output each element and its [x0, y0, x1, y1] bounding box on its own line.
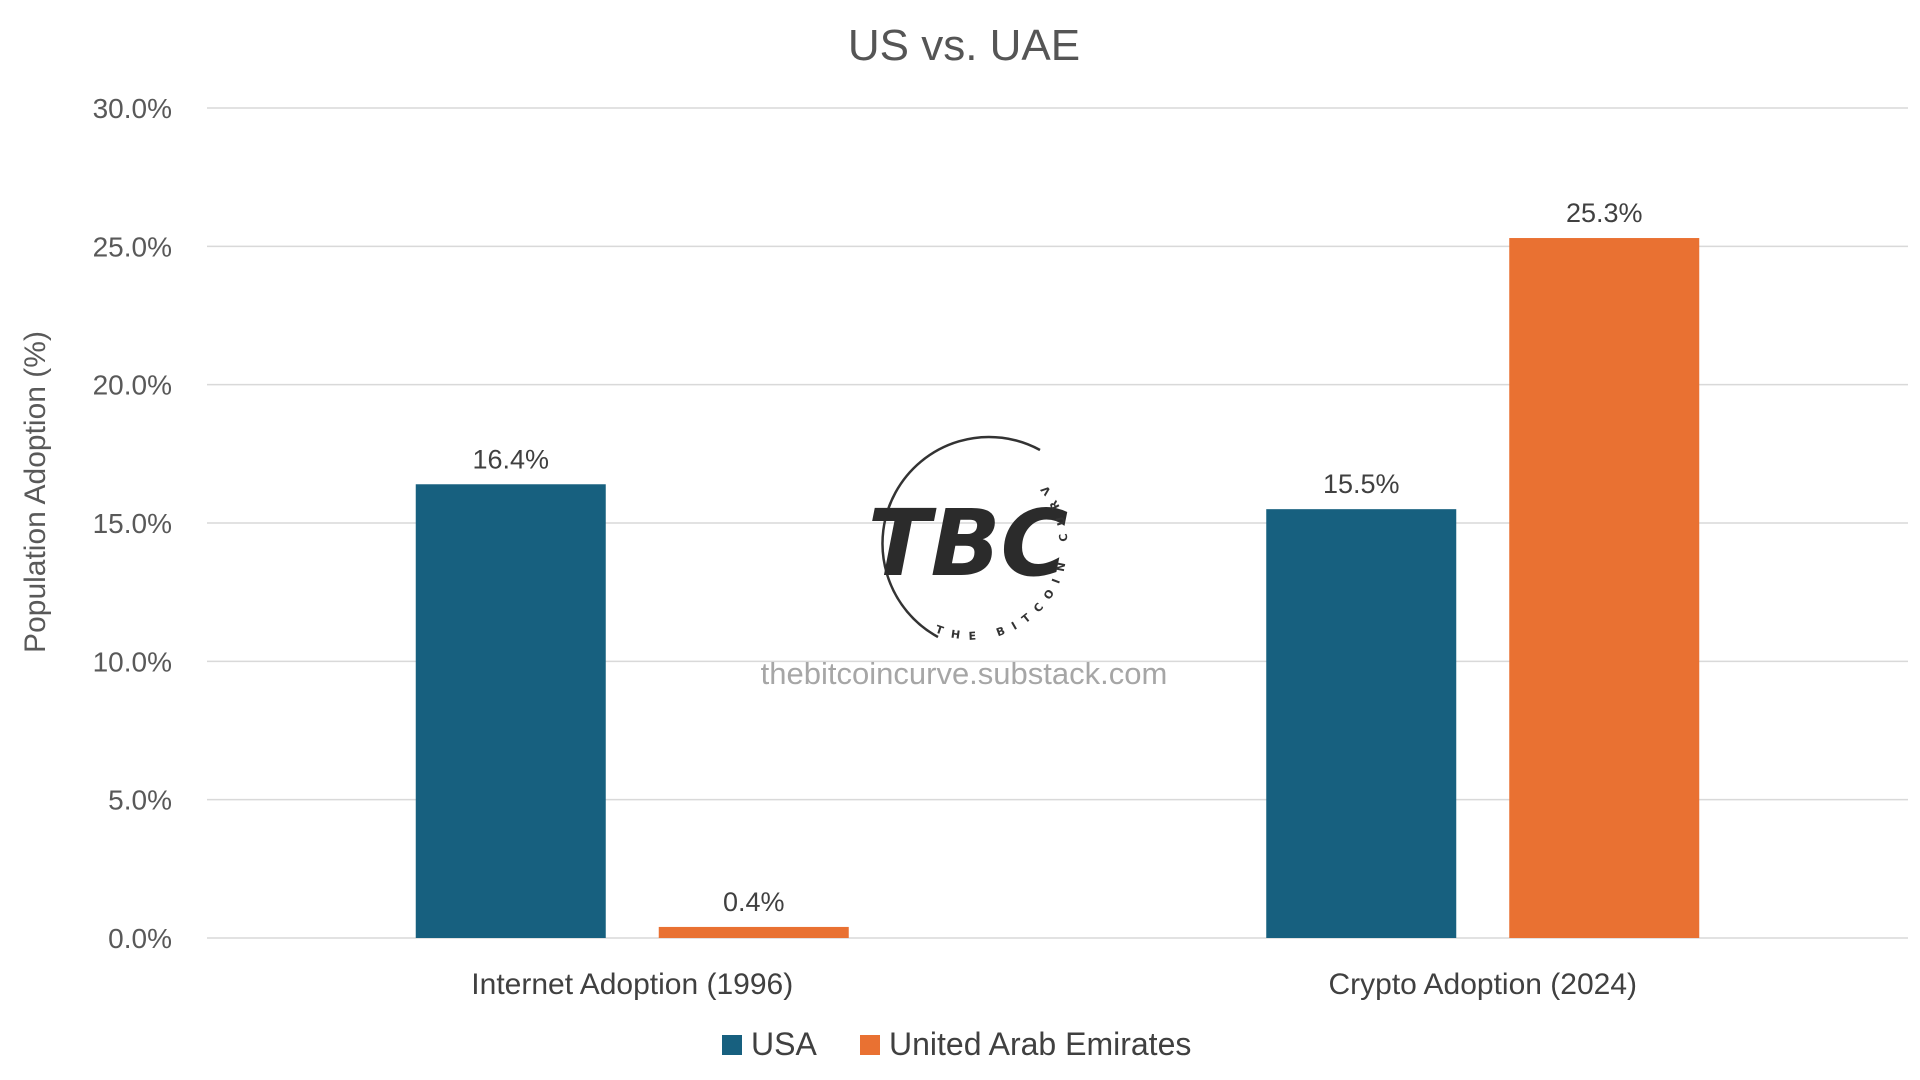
bar-usa-1 — [1266, 509, 1457, 938]
x-category-label: Internet Adoption (1996) — [471, 968, 793, 1001]
x-axis-categories: Internet Adoption (1996) Crypto Adoption … — [471, 968, 1637, 1001]
chart-title: US vs. UAE — [848, 21, 1080, 70]
y-tick-label: 20.0% — [93, 370, 172, 401]
y-axis-label: Population Adoption (%) — [19, 331, 52, 653]
logo-text: TBC — [868, 490, 1068, 597]
legend: USA United Arab Emirates — [722, 1026, 1191, 1062]
x-category-label: Crypto Adoption (2024) — [1328, 968, 1637, 1001]
y-tick-label: 5.0% — [108, 785, 172, 816]
y-tick-label: 15.0% — [93, 508, 172, 539]
logo-ring — [881, 435, 1041, 639]
y-tick-label: 10.0% — [93, 646, 172, 677]
data-label-usa-1: 15.5% — [1323, 469, 1400, 499]
bar-united-arab-emirates-0 — [658, 926, 849, 938]
bar-united-arab-emirates-1 — [1509, 238, 1700, 939]
data-label-united-arab-emirates-1: 25.3% — [1566, 198, 1643, 228]
data-label-united-arab-emirates-0: 0.4% — [723, 887, 785, 917]
bars — [415, 238, 1700, 939]
bar-usa-0 — [415, 484, 606, 938]
y-tick-label: 0.0% — [108, 923, 172, 954]
y-axis-ticks: 0.0% 5.0% 10.0% 15.0% 20.0% 25.0% 30.0% — [93, 93, 172, 954]
data-labels: 16.4% 0.4% 15.5% 25.3% — [472, 198, 1642, 917]
data-label-usa-0: 16.4% — [472, 444, 549, 474]
watermark-url: thebitcoincurve.substack.com — [761, 656, 1168, 691]
legend-swatch-usa — [722, 1035, 742, 1055]
legend-label-uae: United Arab Emirates — [889, 1026, 1191, 1062]
legend-label-usa: USA — [751, 1026, 817, 1062]
y-tick-label: 30.0% — [93, 93, 172, 124]
legend-swatch-uae — [860, 1035, 880, 1055]
y-tick-label: 25.0% — [93, 231, 172, 262]
